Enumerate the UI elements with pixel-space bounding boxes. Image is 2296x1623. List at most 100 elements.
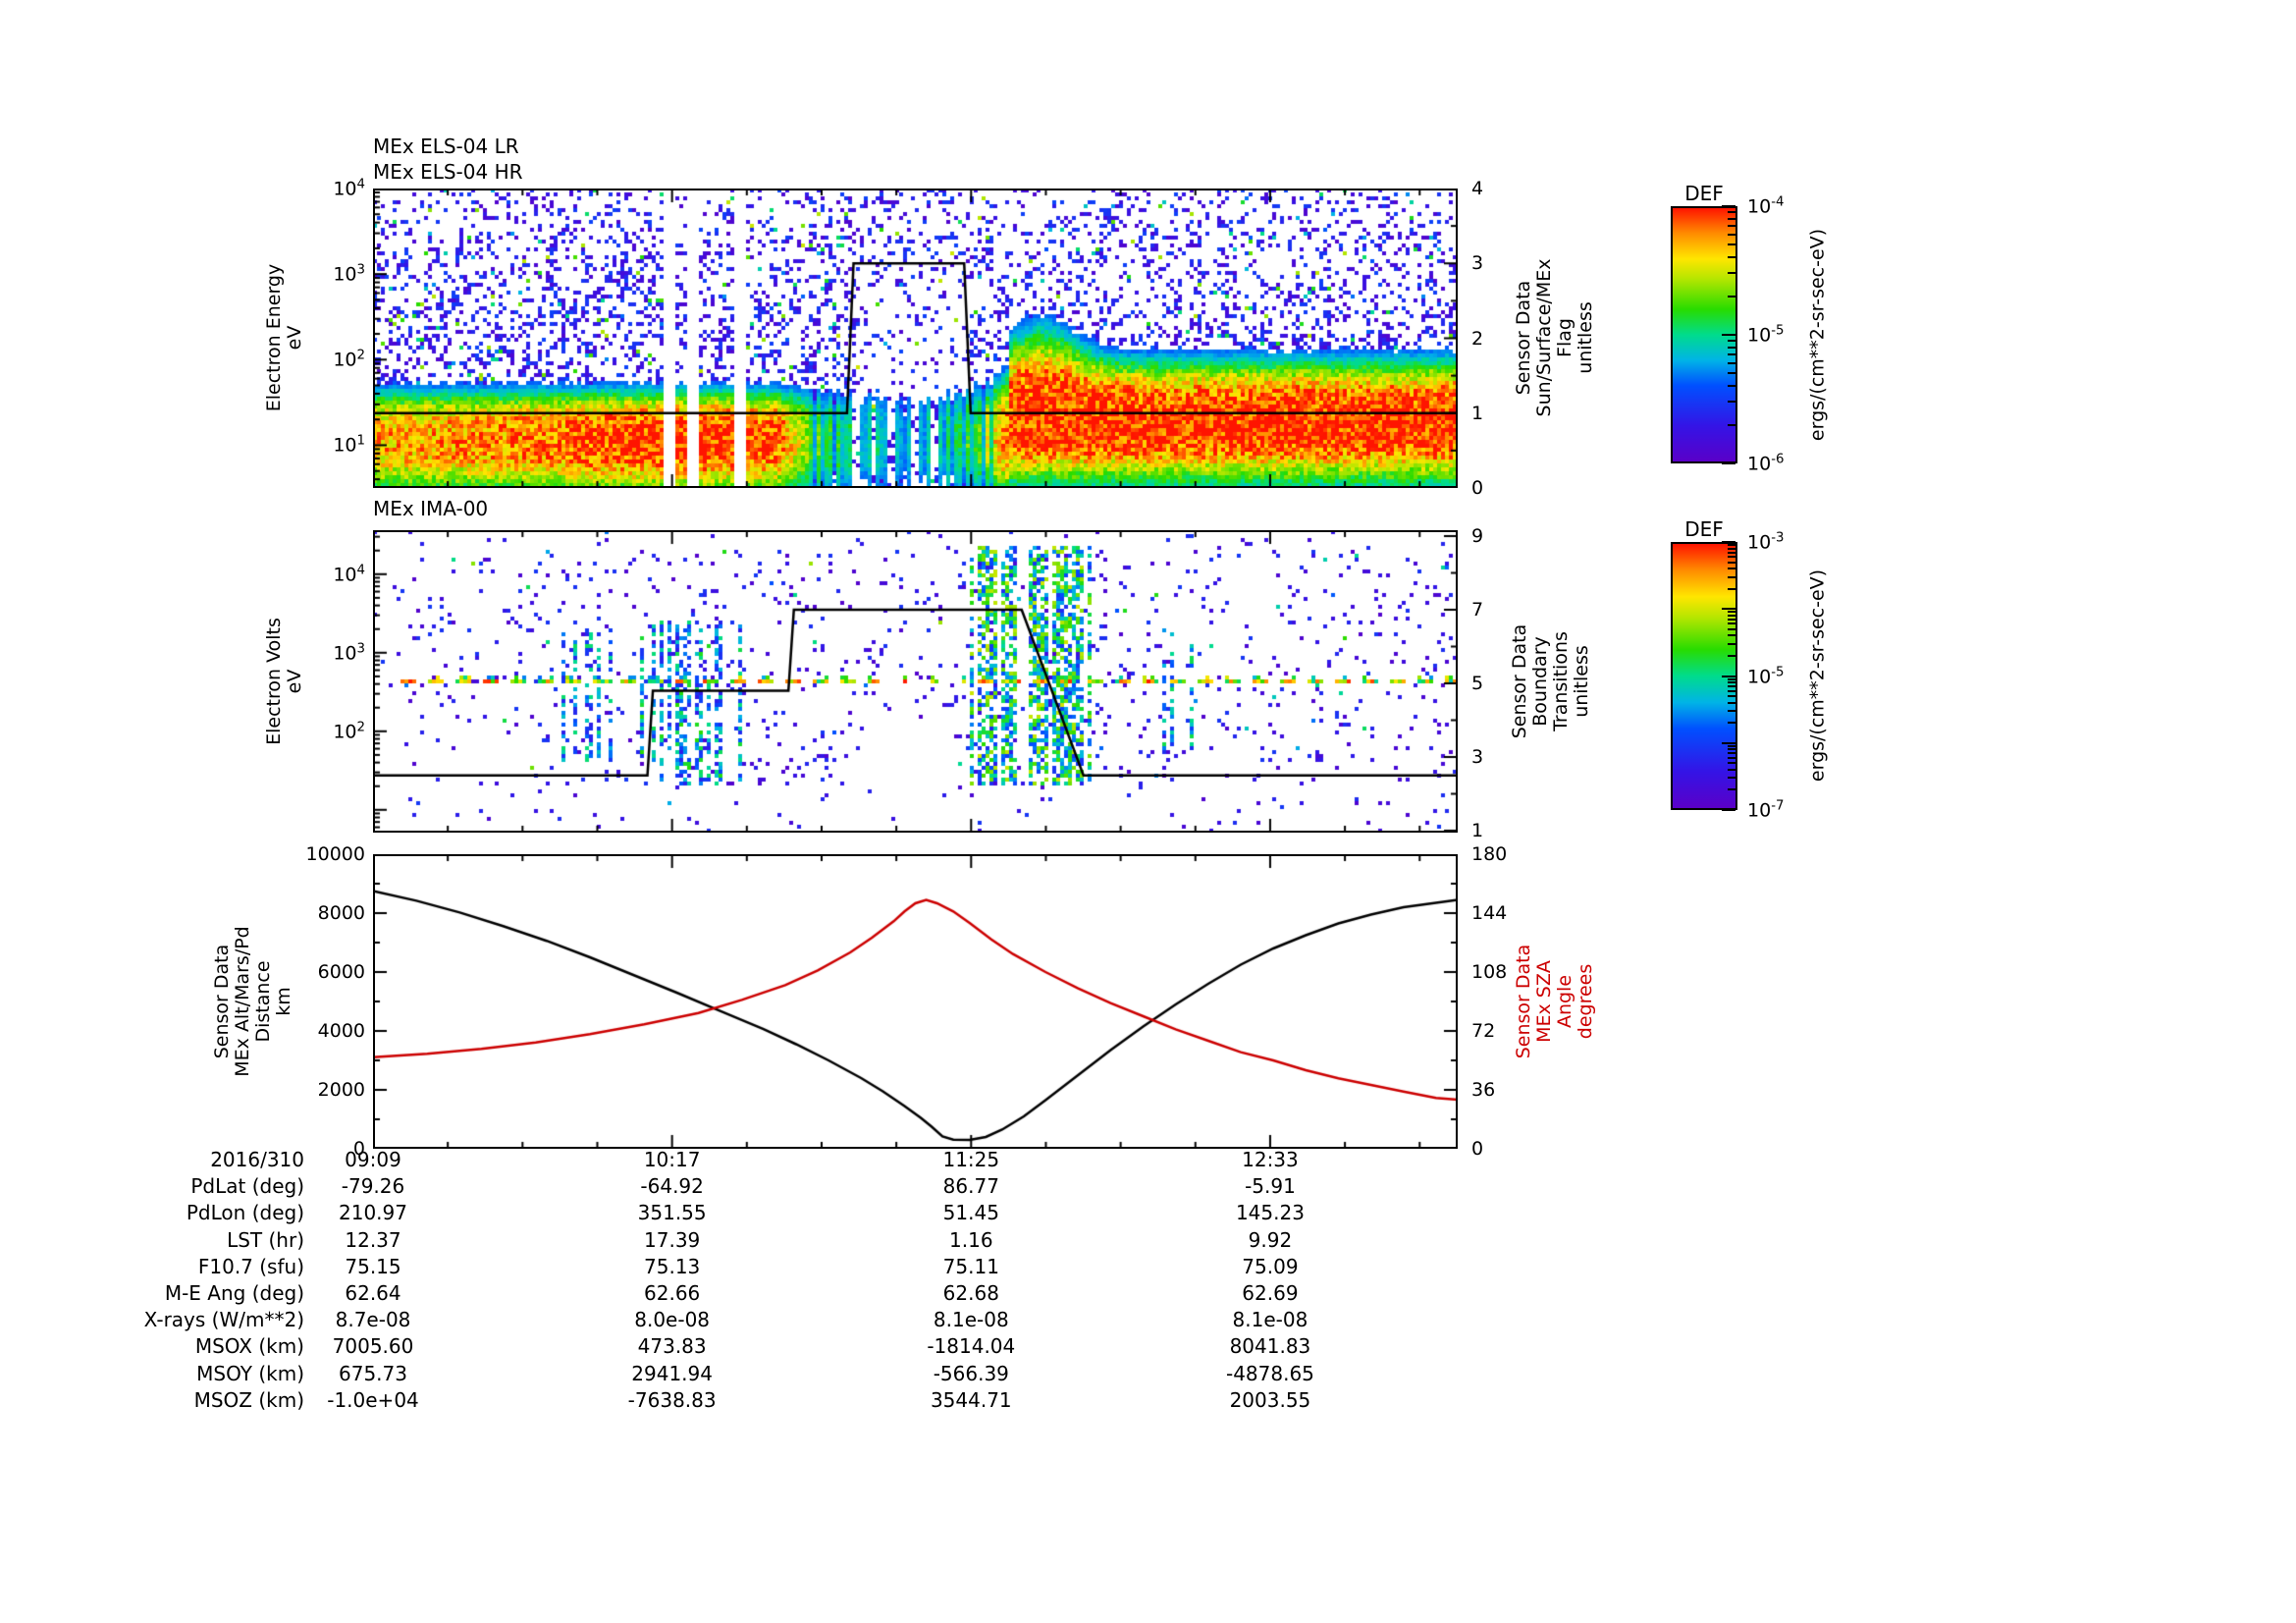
colorbar-minor-tick: [1728, 556, 1735, 559]
table-cell: 2941.94: [631, 1361, 713, 1385]
table-cell: -64.92: [640, 1174, 704, 1199]
ima-boundary-tick-label: 1: [1471, 820, 1484, 841]
colorbar-minor-tick: [1728, 722, 1735, 725]
table-cell: 145.23: [1235, 1201, 1305, 1225]
table-cell: 75.09: [1242, 1254, 1299, 1278]
ima-title: MEx IMA-00: [373, 497, 489, 520]
colorbar-major-tick: [1722, 334, 1735, 336]
table-cell: 75.11: [942, 1254, 999, 1278]
axis-label-line: Angle: [1554, 974, 1575, 1029]
colorbar-minor-tick: [1728, 654, 1735, 657]
table-cell: 7005.60: [332, 1334, 414, 1359]
colorbar-minor-tick: [1728, 681, 1735, 684]
colorbar-minor-tick: [1728, 768, 1735, 771]
altitude-tick-label: 10000: [305, 843, 365, 865]
table-cell: 351.55: [637, 1201, 707, 1225]
colorbar-minor-tick: [1728, 685, 1735, 688]
colorbar-minor-tick: [1728, 401, 1735, 404]
table-cell: -79.26: [341, 1174, 405, 1199]
table-row-label: PdLon (deg): [186, 1201, 304, 1225]
table-row-label: M-E Ang (deg): [164, 1281, 304, 1305]
els-y-tick-label: 102: [333, 348, 365, 371]
ima-boundary-tick-label: 7: [1471, 599, 1484, 621]
colorbar-minor-tick: [1728, 372, 1735, 375]
colorbar-minor-tick: [1728, 423, 1735, 426]
table-row-label: X-rays (W/m**2): [143, 1308, 304, 1332]
table-cell: 51.45: [942, 1201, 999, 1225]
table-cell: -566.39: [933, 1361, 1009, 1385]
colorbar-minor-tick: [1728, 689, 1735, 692]
table-cell: 62.68: [942, 1281, 999, 1305]
colorbar-minor-tick: [1728, 752, 1735, 755]
table-cell: -1814.04: [927, 1334, 1016, 1359]
colorbar-tick-label: 10-7: [1747, 798, 1785, 822]
els-title-hr: MEx ELS-04 HR: [373, 160, 523, 184]
els-flag-tick-label: 2: [1471, 327, 1484, 350]
sza-tick-label: 36: [1471, 1079, 1496, 1101]
ima-y-tick-label: 103: [333, 641, 365, 665]
table-cell: 8.1e-08: [933, 1308, 1009, 1332]
table-row-label: PdLat (deg): [190, 1174, 304, 1199]
altitude-sza-canvas: [373, 854, 1458, 1149]
colorbar-minor-tick: [1728, 587, 1735, 590]
table-cell: 1.16: [949, 1227, 993, 1252]
axis-label-line: Distance: [252, 960, 274, 1043]
colorbar-minor-tick: [1728, 744, 1735, 747]
axis-label-line: unitless: [1571, 645, 1592, 718]
ima-boundary-tick-label: 3: [1471, 746, 1484, 768]
colorbar-minor-tick: [1728, 353, 1735, 356]
colorbar-minor-tick: [1728, 788, 1735, 791]
colorbar-minor-tick: [1728, 710, 1735, 713]
ima-y-tick-label: 104: [333, 563, 365, 586]
els-flag-tick-label: 4: [1471, 178, 1484, 199]
colorbar-major-tick: [1722, 608, 1735, 611]
table-cell: 62.69: [1242, 1281, 1299, 1305]
axis-label-line: Flag: [1554, 318, 1575, 357]
colorbar-major-tick: [1722, 741, 1735, 744]
colorbar-tick-label: 10-3: [1747, 530, 1785, 554]
colorbar-minor-tick: [1728, 701, 1735, 704]
ima-spectrogram-canvas: [373, 530, 1458, 833]
table-cell: 2003.55: [1229, 1387, 1311, 1412]
table-cell: -5.91: [1245, 1174, 1296, 1199]
axis-label-line: Sensor Data: [1513, 944, 1534, 1059]
axis-label-line: eV: [284, 669, 305, 694]
table-cell: 12.37: [345, 1227, 401, 1252]
colorbar-tick-label: 10-5: [1747, 323, 1785, 347]
colorbar-minor-tick: [1728, 547, 1735, 550]
colorbar-minor-tick: [1728, 217, 1735, 220]
table-cell: 8.1e-08: [1232, 1308, 1308, 1332]
colorbar-minor-tick: [1728, 561, 1735, 564]
colorbar-minor-tick: [1728, 618, 1735, 621]
axis-label-line: km: [273, 987, 294, 1016]
ima-boundary-tick-label: 9: [1471, 525, 1484, 547]
colorbar2-title: DEF: [1684, 517, 1724, 541]
axis-label-line: Sensor Data: [1513, 280, 1534, 396]
sza-tick-label: 0: [1471, 1138, 1484, 1160]
colorbar-minor-tick: [1728, 756, 1735, 759]
els-flag-tick-label: 0: [1471, 477, 1484, 499]
table-cell: 75.15: [345, 1254, 401, 1278]
altitude-tick-label: 2000: [317, 1079, 365, 1101]
els-flag-tick-label: 3: [1471, 252, 1484, 275]
els-y-tick-label: 103: [333, 262, 365, 286]
table-cell: 86.77: [942, 1174, 999, 1199]
axis-label-line: Sun/Surface/MEx: [1533, 258, 1555, 417]
colorbar-minor-tick: [1728, 339, 1735, 342]
colorbar-minor-tick: [1728, 748, 1735, 751]
time-tick-label: 12:33: [1242, 1148, 1299, 1171]
colorbar-minor-tick: [1728, 243, 1735, 246]
time-tick-label: 11:25: [942, 1148, 1000, 1171]
axis-label-line: unitless: [1575, 301, 1596, 374]
colorbar-minor-tick: [1728, 575, 1735, 578]
els-y-tick-label: 101: [333, 433, 365, 458]
sza-tick-label: 180: [1471, 843, 1508, 865]
table-cell: -1.0e+04: [327, 1387, 419, 1412]
colorbar-minor-tick: [1728, 695, 1735, 698]
colorbar-minor-tick: [1728, 234, 1735, 237]
els-title-lr: MEx ELS-04 LR: [373, 135, 519, 158]
time-tick-label: 10:17: [643, 1148, 701, 1171]
altitude-tick-label: 6000: [317, 961, 365, 983]
table-cell: 210.97: [339, 1201, 407, 1225]
